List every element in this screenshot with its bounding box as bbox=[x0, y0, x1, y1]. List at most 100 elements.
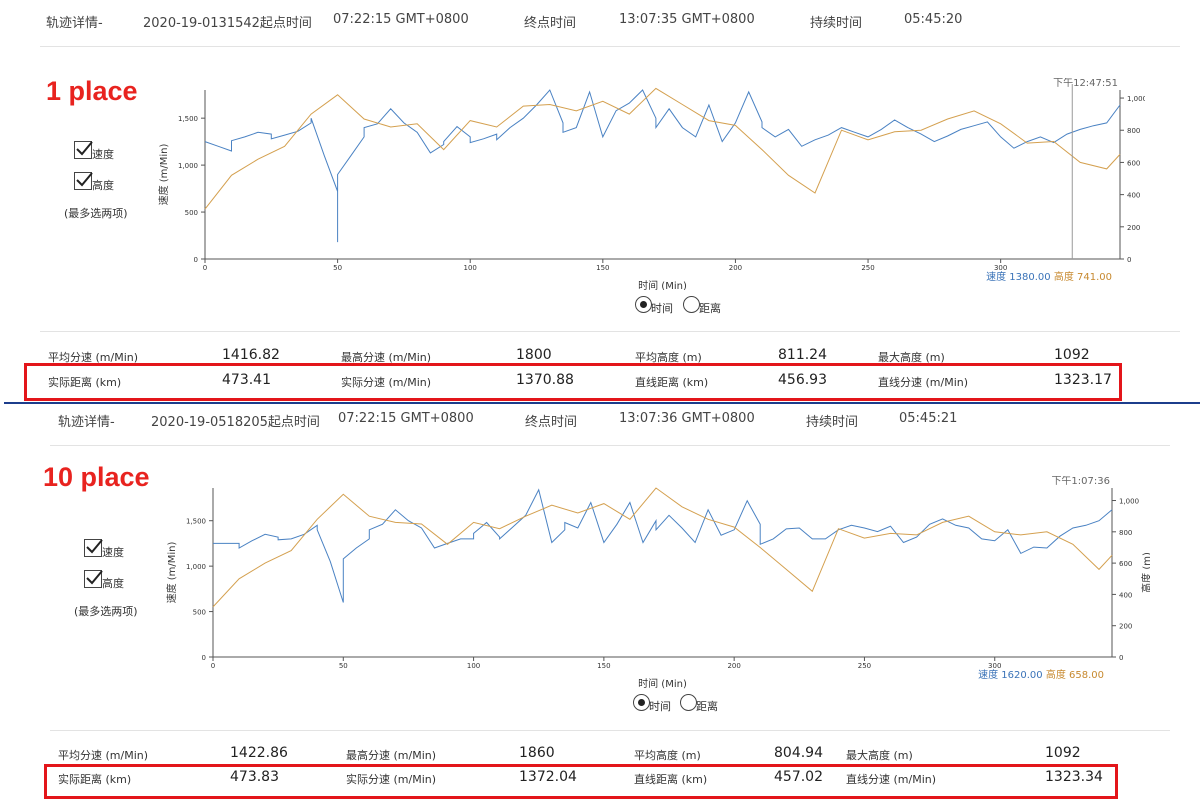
place-label: 10 place bbox=[43, 462, 150, 492]
x-tick-label: 0 bbox=[211, 662, 215, 670]
y2-tick-label: 600 bbox=[1127, 159, 1140, 167]
y-axis-title: 速度 (m/Min) bbox=[157, 143, 170, 205]
y-tick-label: 0 bbox=[194, 256, 198, 264]
y2-tick-label: 0 bbox=[1119, 654, 1123, 662]
distance-radio[interactable] bbox=[680, 694, 697, 711]
place-label: 1 place bbox=[46, 76, 138, 106]
speed-checkbox[interactable] bbox=[84, 539, 103, 557]
actual-distance-label: 实际距离 (km) bbox=[48, 376, 122, 389]
max-altitude-label: 最大高度 (m) bbox=[878, 351, 945, 364]
x-tick-label: 100 bbox=[467, 662, 480, 670]
y2-tick-label: 200 bbox=[1127, 224, 1140, 232]
speed-series-line bbox=[213, 488, 1113, 603]
actual-distance-value: 473.83 bbox=[230, 769, 279, 785]
max-altitude-value: 1092 bbox=[1045, 745, 1081, 761]
y-tick-label: 1,000 bbox=[186, 563, 206, 571]
x-tick-label: 200 bbox=[727, 662, 740, 670]
speed-altitude-chart[interactable]: 0 50 100 150 200 250 300 0 500 1,000 1,500 0 200 400 6… bbox=[160, 476, 1150, 690]
panel-divider bbox=[4, 402, 1200, 404]
altitude-series-line bbox=[212, 487, 1113, 608]
y2-tick-label: 400 bbox=[1119, 591, 1132, 599]
avg-speed-label: 平均分速 (m/Min) bbox=[48, 351, 139, 364]
readout: 速度 1380.00 高度 741.00 bbox=[986, 270, 1112, 283]
cursor-time-label: 下午12:47:51 bbox=[1053, 78, 1118, 89]
distance-radio-label: 距离 bbox=[696, 700, 718, 713]
track-id: 2020-19-0518205起点时间 bbox=[151, 415, 320, 430]
avg-altitude-label: 平均高度 (m) bbox=[635, 351, 702, 364]
select-limit-note: (最多选两项) bbox=[64, 207, 128, 220]
straight-speed-value: 1323.17 bbox=[1054, 372, 1112, 388]
avg-altitude-label: 平均高度 (m) bbox=[634, 749, 701, 762]
select-limit-note: (最多选两项) bbox=[74, 605, 138, 618]
straight-speed-value: 1323.34 bbox=[1045, 769, 1103, 785]
y2-tick-label: 800 bbox=[1119, 529, 1132, 537]
x-axis-title: 时间 (Min) bbox=[638, 279, 687, 290]
speed-checkbox[interactable] bbox=[74, 141, 93, 159]
duration-label: 持续时间 bbox=[810, 16, 863, 31]
track-panel-10: 轨迹详情- 2020-19-0518205起点时间 07:22:15 GMT+0… bbox=[0, 400, 1200, 800]
stats-divider bbox=[40, 331, 1180, 332]
altitude-checkbox[interactable] bbox=[84, 570, 103, 588]
y-axis-title: 速度 (m/Min) bbox=[165, 541, 178, 603]
y2-tick-label: 1,000 bbox=[1127, 95, 1145, 103]
actual-speed-value: 1372.04 bbox=[519, 769, 577, 785]
max-speed-label: 最高分速 (m/Min) bbox=[341, 351, 432, 364]
speed-checkbox-label: 速度 bbox=[102, 546, 124, 559]
speed-altitude-chart[interactable]: 0 50 100 150 200 250 300 0 500 1,000 1,500 0 200 400 6… bbox=[155, 78, 1145, 290]
straight-speed-label: 直线分速 (m/Min) bbox=[878, 376, 969, 389]
check-icon bbox=[76, 141, 93, 156]
track-id: 2020-19-0131542起点时间 bbox=[143, 16, 312, 31]
max-speed-value: 1860 bbox=[519, 745, 555, 761]
readout-altitude: 高度 658.00 bbox=[1046, 668, 1104, 681]
check-icon bbox=[86, 539, 103, 554]
x-tick-label: 50 bbox=[339, 662, 348, 670]
time-radio[interactable] bbox=[633, 694, 650, 711]
max-speed-value: 1800 bbox=[516, 347, 552, 363]
y2-tick-label: 800 bbox=[1127, 127, 1140, 135]
y2-tick-label: 400 bbox=[1127, 192, 1140, 200]
time-radio[interactable] bbox=[635, 296, 652, 313]
speed-series-line bbox=[204, 89, 1121, 243]
x-tick-label: 300 bbox=[988, 662, 1001, 670]
duration-label: 持续时间 bbox=[806, 415, 859, 430]
cursor-time-label: 下午1:07:36 bbox=[1051, 476, 1110, 487]
readout-speed: 速度 1380.00 bbox=[986, 270, 1054, 283]
actual-distance-label: 实际距离 (km) bbox=[58, 773, 132, 786]
y2-tick-label: 1,000 bbox=[1119, 498, 1139, 506]
avg-speed-value: 1422.86 bbox=[230, 745, 288, 761]
distance-radio-label: 距离 bbox=[699, 302, 721, 315]
check-icon bbox=[76, 172, 93, 187]
distance-radio[interactable] bbox=[683, 296, 700, 313]
y-tick-label: 1,500 bbox=[178, 115, 198, 123]
x-tick-label: 250 bbox=[858, 662, 871, 670]
altitude-checkbox[interactable] bbox=[74, 172, 93, 190]
y-tick-label: 1,000 bbox=[178, 162, 198, 170]
end-time: 13:07:35 GMT+0800 bbox=[619, 12, 755, 27]
time-radio-label: 时间 bbox=[651, 302, 673, 315]
start-time: 07:22:15 GMT+0800 bbox=[333, 12, 469, 27]
y2-axis-title: 高度 (m) bbox=[1140, 552, 1150, 593]
actual-speed-label: 实际分速 (m/Min) bbox=[341, 376, 432, 389]
altitude-checkbox-label: 高度 bbox=[102, 577, 124, 590]
readout-altitude: 高度 741.00 bbox=[1054, 270, 1112, 283]
end-time-label: 终点时间 bbox=[524, 16, 577, 31]
straight-distance-label: 直线距离 (km) bbox=[634, 773, 708, 786]
readout-speed: 速度 1620.00 bbox=[978, 668, 1046, 681]
actual-speed-value: 1370.88 bbox=[516, 372, 574, 388]
x-tick-label: 100 bbox=[464, 264, 477, 272]
highlight-box bbox=[44, 764, 1118, 799]
x-tick-label: 150 bbox=[596, 264, 609, 272]
speed-checkbox-label: 速度 bbox=[92, 148, 114, 161]
track-label: 轨迹详情- bbox=[46, 16, 103, 31]
straight-distance-value: 457.02 bbox=[774, 769, 823, 785]
max-altitude-value: 1092 bbox=[1054, 347, 1090, 363]
avg-speed-value: 1416.82 bbox=[222, 347, 280, 363]
max-speed-label: 最高分速 (m/Min) bbox=[346, 749, 437, 762]
actual-distance-value: 473.41 bbox=[222, 372, 271, 388]
y2-tick-label: 0 bbox=[1127, 256, 1131, 264]
max-altitude-label: 最大高度 (m) bbox=[846, 749, 913, 762]
altitude-checkbox-label: 高度 bbox=[92, 179, 114, 192]
duration: 05:45:21 bbox=[899, 411, 958, 426]
avg-altitude-value: 804.94 bbox=[774, 745, 823, 761]
straight-distance-value: 456.93 bbox=[778, 372, 827, 388]
